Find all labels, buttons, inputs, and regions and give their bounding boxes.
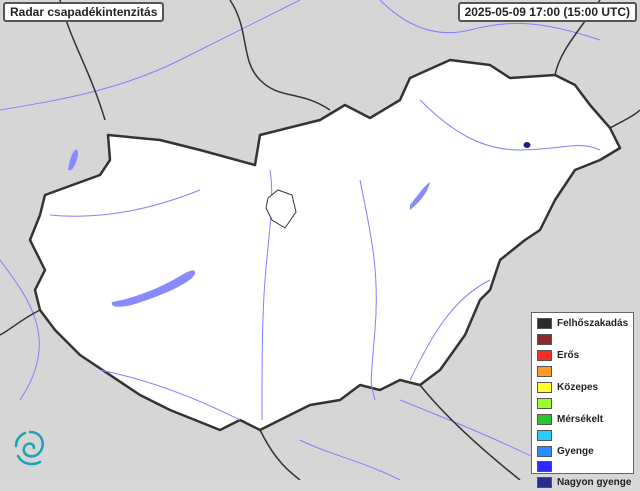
- legend-swatch: [537, 477, 552, 489]
- lake-neusiedl: [68, 149, 78, 171]
- legend-swatch: [537, 334, 552, 346]
- legend-item: [537, 427, 633, 443]
- legend-label: Gyenge: [557, 445, 594, 457]
- lake-tisza: [410, 182, 430, 210]
- legend-item: [537, 395, 633, 411]
- legend-swatch: [537, 382, 552, 393]
- lake-balaton: [111, 270, 196, 307]
- legend-label: Felhőszakadás: [557, 318, 629, 330]
- legend-item: Felhőszakadás: [537, 316, 633, 332]
- legend-label: Közepes: [557, 382, 599, 393]
- legend-swatch: [537, 413, 552, 425]
- legend-swatch: [537, 397, 552, 409]
- budapest-outline: [265, 189, 297, 229]
- legend-item: Mérsékelt: [537, 411, 633, 427]
- legend-item: Közepes: [537, 380, 633, 396]
- swirl-logo-icon: [14, 430, 44, 466]
- legend-label: Erős: [557, 350, 580, 362]
- legend-item: Nagyon gyenge: [537, 475, 633, 491]
- legend-item: [537, 459, 633, 475]
- legend-label: Nagyon gyenge: [557, 477, 632, 489]
- legend-item: [537, 332, 633, 348]
- precipitation-cell: [523, 142, 531, 148]
- legend-swatch: [537, 350, 552, 362]
- legend-item: Gyenge: [537, 443, 633, 459]
- map-title: Radar csapadékintenzitás: [3, 2, 165, 22]
- hungary-country-shape: [28, 58, 622, 432]
- legend-swatch: [537, 461, 552, 473]
- legend-swatch: [537, 445, 552, 457]
- legend-swatch: [537, 429, 552, 441]
- radar-map[interactable]: [0, 0, 640, 480]
- legend-swatch: [537, 318, 552, 330]
- timestamp: 2025-05-09 17:00 (15:00 UTC): [457, 2, 637, 22]
- legend-item: [537, 364, 633, 380]
- legend-item: Erős: [537, 348, 633, 364]
- legend-swatch: [537, 366, 552, 378]
- intensity-legend: Felhőszakadás Erős Közepes Mérsékelt Gye…: [531, 312, 634, 489]
- legend-label: Mérsékelt: [557, 413, 604, 425]
- neighbor-rivers: [0, 0, 601, 480]
